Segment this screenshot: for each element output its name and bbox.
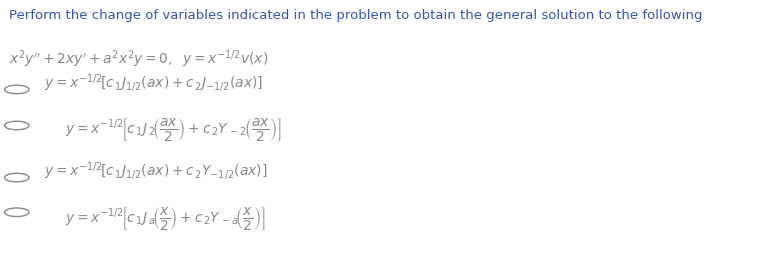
- Text: Perform the change of variables indicated in the problem to obtain the general s: Perform the change of variables indicate…: [9, 9, 703, 22]
- Text: $y=x^{-1/2}\!\left[c_{\,1}J_{1/2}(ax)+c_{\,2}Y_{-1/2}(ax)\right]$: $y=x^{-1/2}\!\left[c_{\,1}J_{1/2}(ax)+c_…: [44, 160, 267, 182]
- Text: $y=x^{-1/2}\!\left[c_{\,1}J_{\,a}\!\left(\dfrac{x}{2}\right)+c_{\,2}Y_{\,-a}\!\l: $y=x^{-1/2}\!\left[c_{\,1}J_{\,a}\!\left…: [65, 205, 266, 233]
- Text: $y=x^{-1/2}\!\left[c_{\,1}J_{\,2}\!\left(\dfrac{ax}{2}\right)+c_{\,2}Y_{\,-2}\!\: $y=x^{-1/2}\!\left[c_{\,1}J_{\,2}\!\left…: [65, 116, 282, 143]
- Text: $y=x^{-1/2}\!\left[c_{\,1}J_{1/2}(ax)+c_{\,2}J_{-1/2}(ax)\right]$: $y=x^{-1/2}\!\left[c_{\,1}J_{1/2}(ax)+c_…: [44, 72, 264, 93]
- Text: $x^2y''+2xy'+a^2x^2y=0, \;\; y=x^{-1/2}v(x)$: $x^2y''+2xy'+a^2x^2y=0, \;\; y=x^{-1/2}v…: [9, 48, 268, 70]
